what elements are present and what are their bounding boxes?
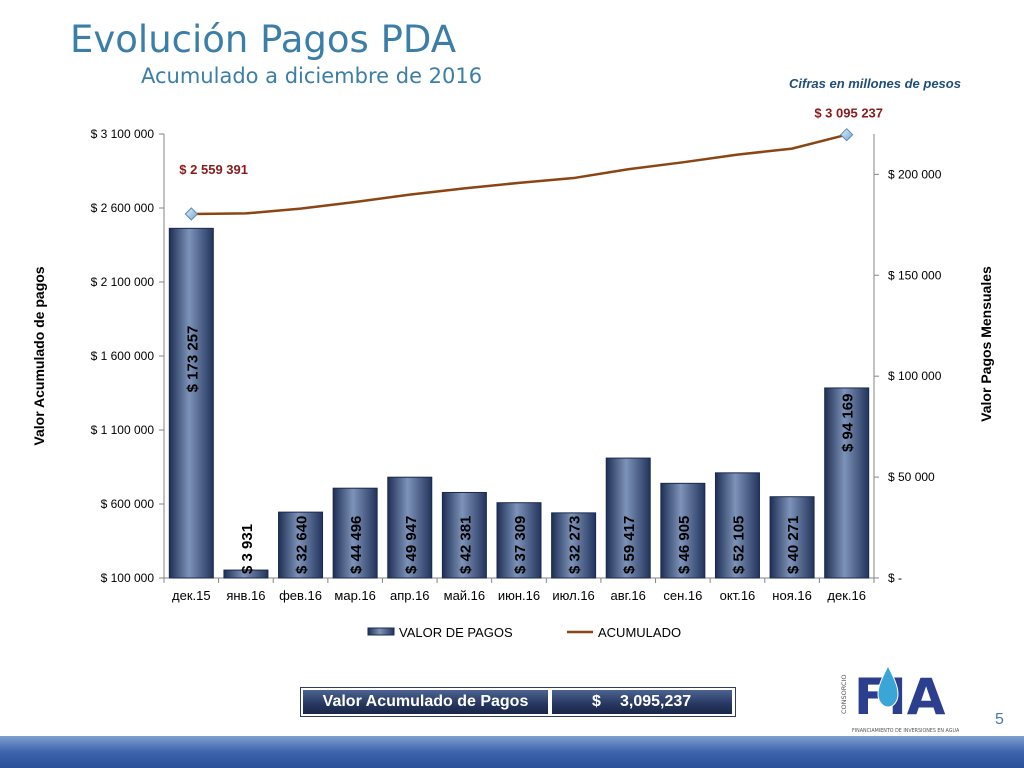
summary-label: Valor Acumulado de Pagos (303, 690, 548, 714)
bar-value-label: $ 59 417 (621, 516, 638, 574)
line-point-label: $ 2 559 391 (179, 162, 248, 177)
bar-value-label: $ 37 309 (512, 516, 529, 574)
x-tick-label: окт.16 (720, 588, 756, 603)
left-tick-label: $ 1 100 000 (91, 423, 155, 437)
payments-chart: $ 100 000 $ 600 000 $ 1 100 000 $ 1 600 000… (31, 106, 994, 640)
x-tick-label: мар.16 (334, 588, 375, 603)
right-tick-label: $ - (888, 571, 902, 585)
left-tick-label: $ 2 100 000 (91, 275, 155, 289)
x-tick-label: ноя.16 (772, 588, 812, 603)
logo-letters: FIA (854, 668, 946, 726)
x-tick-label: апр.16 (390, 588, 430, 603)
x-tick-label: май.16 (444, 588, 486, 603)
right-tick-label: $ 50 000 (888, 470, 935, 484)
bar (496, 502, 542, 579)
legend-bar-label: VALOR DE PAGOS (399, 625, 513, 640)
x-tick-label: июл.16 (552, 588, 594, 603)
line-point-marker (184, 207, 199, 221)
bar (660, 482, 706, 579)
left-tick-label: $ 2 600 000 (91, 201, 155, 215)
left-tick-label: $ 100 000 (101, 571, 155, 585)
bar-value-label: $ 40 271 (785, 516, 802, 574)
bar-value-label: $ 94 169 (840, 394, 857, 452)
x-tick-label: дек.16 (827, 588, 866, 603)
right-tick-label: $ 200 000 (888, 167, 942, 181)
fia-logo: CONSORCIO FIA FINANCIAMIENTO DE INVERSIO… (840, 664, 960, 734)
summary-currency: $ (592, 693, 601, 710)
x-tick-label: янв.16 (226, 588, 265, 603)
bar-value-label: $ 32 640 (294, 516, 311, 574)
bar-value-label: $ 46 905 (676, 516, 693, 574)
line-point-label: $ 3 095 237 (814, 106, 883, 121)
bar (332, 487, 378, 579)
x-tick-label: фев.16 (279, 588, 322, 603)
bar (441, 491, 487, 579)
footer-bar (0, 736, 1024, 768)
x-tick-label: июн.16 (498, 588, 540, 603)
summary-value: 3,095,237 (620, 693, 692, 710)
bar-value-label: $ 42 381 (457, 516, 474, 574)
bar-value-label: $ 3 931 (239, 524, 256, 574)
right-tick-label: $ 100 000 (888, 369, 942, 383)
left-tick-label: $ 3 100 000 (91, 127, 155, 141)
bar (769, 496, 815, 579)
left-axis-title: Valor Acumulado de pagos (31, 266, 47, 445)
bar (824, 387, 870, 579)
bar-value-label: $ 32 273 (567, 516, 584, 574)
line-point-marker (839, 127, 854, 142)
bar (278, 511, 324, 579)
units-note: Cifras en millones de pesos (789, 76, 961, 91)
legend-bar-swatch (367, 627, 395, 636)
bar-value-label: $ 173 257 (184, 326, 201, 393)
page-subtitle: Acumulado a diciembre de 2016 (141, 64, 483, 88)
left-tick-label: $ 1 600 000 (91, 349, 155, 363)
right-axis-title: Valor Pagos Mensuales (978, 266, 994, 422)
left-tick-label: $ 600 000 (101, 497, 155, 511)
bar-value-label: $ 44 496 (348, 516, 365, 574)
bar (714, 472, 760, 579)
accumulated-line (191, 133, 848, 216)
bar (223, 569, 269, 579)
x-tick-label: сен.16 (663, 588, 702, 603)
legend-line-label: ACUMULADO (598, 625, 681, 640)
page-title: Evolución Pagos PDA (70, 18, 457, 61)
bar (387, 476, 433, 579)
page-number: 5 (995, 711, 1004, 728)
bar (551, 512, 597, 579)
summary-value-box: $ 3,095,237 (552, 690, 732, 714)
x-tick-label: дек.15 (172, 588, 211, 603)
bar (168, 227, 214, 579)
logo-tagline: FINANCIAMIENTO DE INVERSIONES EN AGUA (852, 728, 960, 734)
x-tick-label: авг.16 (611, 588, 646, 603)
bar-value-label: $ 49 947 (403, 516, 420, 574)
bar-value-label: $ 52 105 (730, 516, 747, 574)
logo-side-text: CONSORCIO (840, 674, 848, 714)
right-tick-label: $ 150 000 (888, 268, 942, 282)
water-drop-icon (877, 664, 899, 708)
summary-box: Valor Acumulado de Pagos $ 3,095,237 (300, 687, 736, 717)
bar (605, 457, 651, 579)
